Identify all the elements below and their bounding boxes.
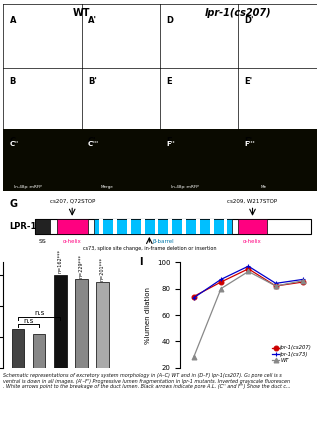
- Text: D: D: [166, 15, 173, 25]
- Text: B': B': [88, 77, 97, 86]
- Text: A': A': [88, 15, 97, 25]
- lpr-1(cs73): [274, 281, 278, 286]
- Bar: [196, 219, 200, 234]
- Bar: [238, 219, 267, 234]
- Text: β-barrel: β-barrel: [152, 239, 174, 244]
- Text: n.s: n.s: [23, 318, 34, 323]
- Line: lpr-1(cs207): lpr-1(cs207): [191, 267, 306, 299]
- Text: C: C: [10, 137, 16, 146]
- lpr-1(cs73): [192, 295, 196, 301]
- Text: G: G: [10, 199, 18, 209]
- Bar: [12, 329, 24, 430]
- Text: F: F: [166, 137, 172, 146]
- lpr-1(cs73): [219, 277, 223, 282]
- Text: D': D': [245, 15, 254, 25]
- Bar: [57, 219, 88, 234]
- Text: lin-48p::mRFP: lin-48p::mRFP: [14, 185, 43, 189]
- lpr-1(cs207): [219, 280, 223, 285]
- Text: F'': F'': [166, 141, 175, 147]
- Bar: [94, 219, 232, 234]
- Bar: [168, 219, 172, 234]
- Bar: [238, 129, 317, 191]
- Text: F''': F''': [245, 141, 255, 147]
- Bar: [224, 219, 228, 234]
- Text: n=201***: n=201***: [100, 257, 105, 281]
- Text: I: I: [139, 257, 142, 267]
- Bar: [141, 219, 145, 234]
- Text: lpr-1(cs207): lpr-1(cs207): [205, 8, 272, 18]
- Y-axis label: %lumen dilation: %lumen dilation: [145, 286, 151, 344]
- Text: Me: Me: [260, 185, 267, 189]
- Bar: [33, 334, 45, 430]
- Text: LPR-1: LPR-1: [10, 222, 37, 231]
- Text: C'': C'': [10, 141, 19, 147]
- lpr-1(cs73): [246, 264, 250, 269]
- Line: lpr-1(cs73): lpr-1(cs73): [191, 264, 306, 300]
- Bar: [35, 219, 310, 234]
- Text: SS: SS: [38, 239, 46, 244]
- lpr-1(cs207): [274, 283, 278, 289]
- Text: Merge: Merge: [100, 185, 113, 189]
- Line: WT: WT: [191, 269, 306, 359]
- Text: n.s: n.s: [34, 310, 44, 316]
- Text: cs207, Q72STOP: cs207, Q72STOP: [50, 199, 95, 203]
- Text: E': E': [245, 77, 253, 86]
- Text: n=162***: n=162***: [58, 249, 63, 273]
- Bar: [35, 219, 50, 234]
- lpr-1(cs207): [192, 294, 196, 299]
- Bar: [75, 280, 88, 430]
- WT: [301, 278, 305, 283]
- Text: F': F': [245, 137, 253, 146]
- Bar: [100, 219, 103, 234]
- Bar: [54, 275, 67, 430]
- Text: n=229***: n=229***: [79, 254, 84, 278]
- Bar: [182, 219, 186, 234]
- Bar: [127, 219, 131, 234]
- Bar: [113, 219, 117, 234]
- WT: [219, 286, 223, 291]
- Text: E: E: [166, 77, 172, 86]
- lpr-1(cs73): [301, 277, 305, 282]
- Bar: [82, 129, 160, 191]
- Bar: [3, 129, 82, 191]
- Text: cs73, splice site change, in-frame deletion or insertion: cs73, splice site change, in-frame delet…: [83, 246, 216, 251]
- Text: α-helix: α-helix: [63, 239, 82, 244]
- Text: lin-48p::mRFP: lin-48p::mRFP: [171, 185, 199, 189]
- WT: [274, 283, 278, 289]
- Text: C': C': [88, 137, 97, 146]
- Text: α-helix: α-helix: [243, 239, 262, 244]
- WT: [192, 355, 196, 360]
- Text: Schematic representations of excretory system morphology in (A–C) WT and in (D–F: Schematic representations of excretory s…: [3, 373, 291, 390]
- Bar: [160, 129, 238, 191]
- Bar: [96, 283, 109, 430]
- Bar: [210, 219, 214, 234]
- Text: C''': C''': [88, 141, 99, 147]
- Text: cs209, W217STOP: cs209, W217STOP: [228, 199, 277, 203]
- lpr-1(cs207): [246, 266, 250, 271]
- Bar: [155, 219, 158, 234]
- Legend: lpr-1(cs207), lpr-1(cs73), WT: lpr-1(cs207), lpr-1(cs73), WT: [270, 343, 314, 365]
- lpr-1(cs207): [301, 280, 305, 285]
- Text: A: A: [10, 15, 16, 25]
- WT: [246, 269, 250, 274]
- Text: B: B: [10, 77, 16, 86]
- Text: WT: WT: [73, 8, 90, 18]
